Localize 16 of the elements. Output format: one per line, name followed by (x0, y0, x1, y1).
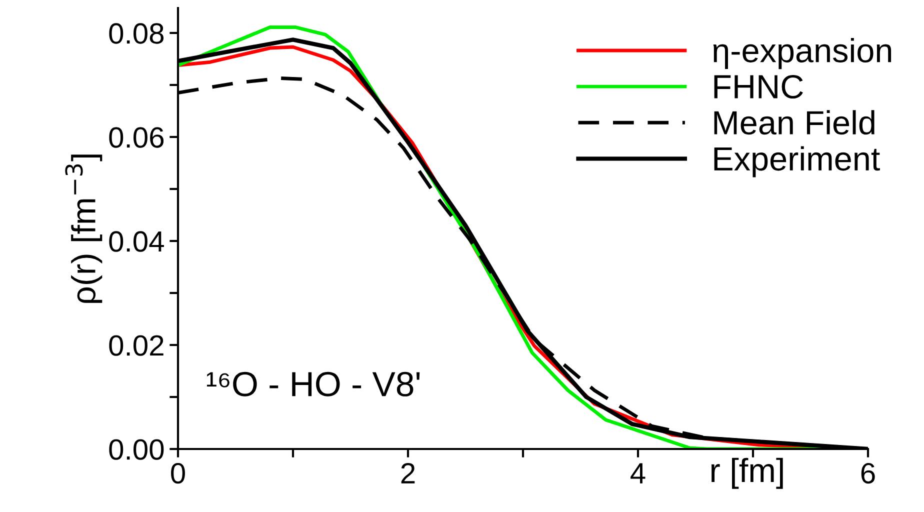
y-tick-label: 0.04 (109, 231, 164, 252)
legend-label: Experiment (714, 146, 880, 178)
x-tick-label: 2 (401, 462, 415, 484)
y-tick-label: 0.02 (109, 335, 164, 356)
y-tick-label: 0.06 (109, 127, 164, 148)
legend-label: FHNC (714, 74, 803, 99)
x-tick-label: 6 (861, 462, 875, 484)
y-axis-title: ρ(r) [fm$^{−3}$] (65, 154, 102, 303)
y-tick-label: 0.00 (109, 439, 164, 460)
x-axis-title: r [fm] (712, 458, 783, 489)
x-tick-label: 4 (630, 463, 646, 484)
y-tick-label: 0.08 (109, 23, 164, 44)
legend-label: Mean Field (714, 110, 874, 135)
x-tick-label: 0 (171, 462, 185, 484)
annotation: ¹⁶O - HO - V8' (206, 372, 420, 396)
legend-label: η-expansion (713, 38, 892, 70)
